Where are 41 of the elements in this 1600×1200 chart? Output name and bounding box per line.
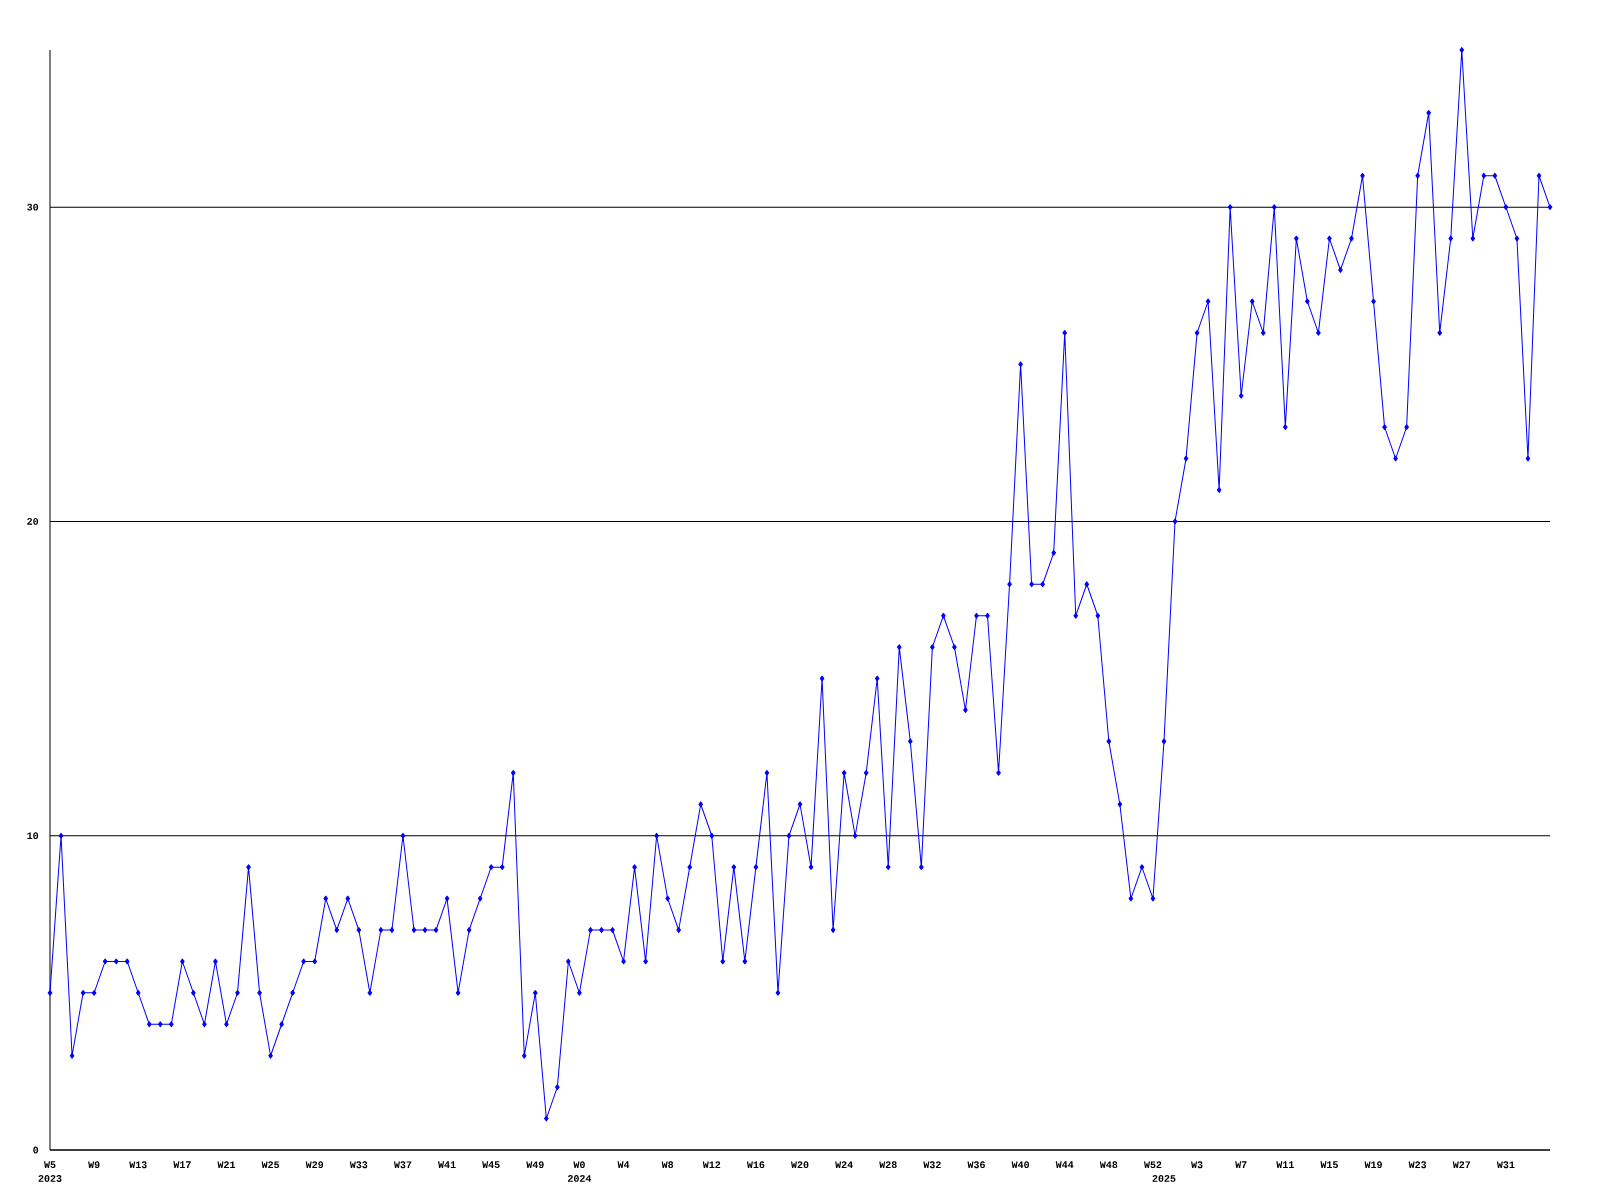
x-tick-label: W48	[1099, 1161, 1118, 1169]
x-tick-label: W7	[1235, 1161, 1247, 1168]
x-tick-label: W13	[129, 1161, 147, 1169]
x-tick-label: W9	[88, 1161, 100, 1169]
x-tick-label: W44	[1055, 1161, 1074, 1168]
x-tick-label: W45	[482, 1161, 500, 1169]
x-tick-label: W31	[1496, 1161, 1515, 1169]
x-tick-label: W19	[1364, 1161, 1382, 1169]
text: 2023	[38, 1175, 62, 1182]
x-tick-label: W32	[923, 1161, 941, 1169]
x-tick-label: W5	[44, 1161, 56, 1169]
x-tick-label: W15	[1320, 1161, 1338, 1169]
x-tick-label: W52	[1143, 1161, 1162, 1169]
x-tick-label: W0	[573, 1161, 585, 1169]
x-tick-label: W20	[791, 1161, 809, 1169]
x-tick-label: W17	[173, 1161, 191, 1168]
x-tick-label: W4	[617, 1161, 630, 1168]
text: 2025	[1152, 1175, 1176, 1182]
x-tick-label: W29	[305, 1161, 324, 1169]
text: 2024	[568, 1175, 592, 1182]
x-tick-label: W23	[1408, 1161, 1427, 1169]
x-tick-label: W41	[438, 1161, 456, 1168]
x-tick-label: W8	[661, 1161, 674, 1169]
x-tick-label: W24	[835, 1161, 853, 1169]
y-tick-label: 0	[33, 1146, 39, 1154]
x-tick-label: W49	[526, 1161, 544, 1169]
x-tick-label: W37	[393, 1161, 412, 1169]
x-tick-label: W11	[1276, 1161, 1294, 1168]
x-tick-label: W12	[702, 1161, 721, 1169]
x-tick-label: W36	[967, 1161, 985, 1169]
x-tick-label: W40	[1011, 1161, 1030, 1169]
y-tick-label: 10	[27, 832, 39, 840]
x-tick-label: W25	[261, 1161, 280, 1169]
x-tick-label: W33	[349, 1161, 368, 1169]
y-tick-label: 20	[27, 518, 39, 525]
x-tick-label: W3	[1191, 1161, 1203, 1169]
x-tick-label: W16	[746, 1161, 765, 1169]
x-tick-label: W27	[1452, 1161, 1471, 1169]
x-tick-label: W28	[879, 1161, 897, 1169]
x-tick-label: W21	[217, 1161, 236, 1169]
y-tick-label: 30	[27, 203, 39, 211]
